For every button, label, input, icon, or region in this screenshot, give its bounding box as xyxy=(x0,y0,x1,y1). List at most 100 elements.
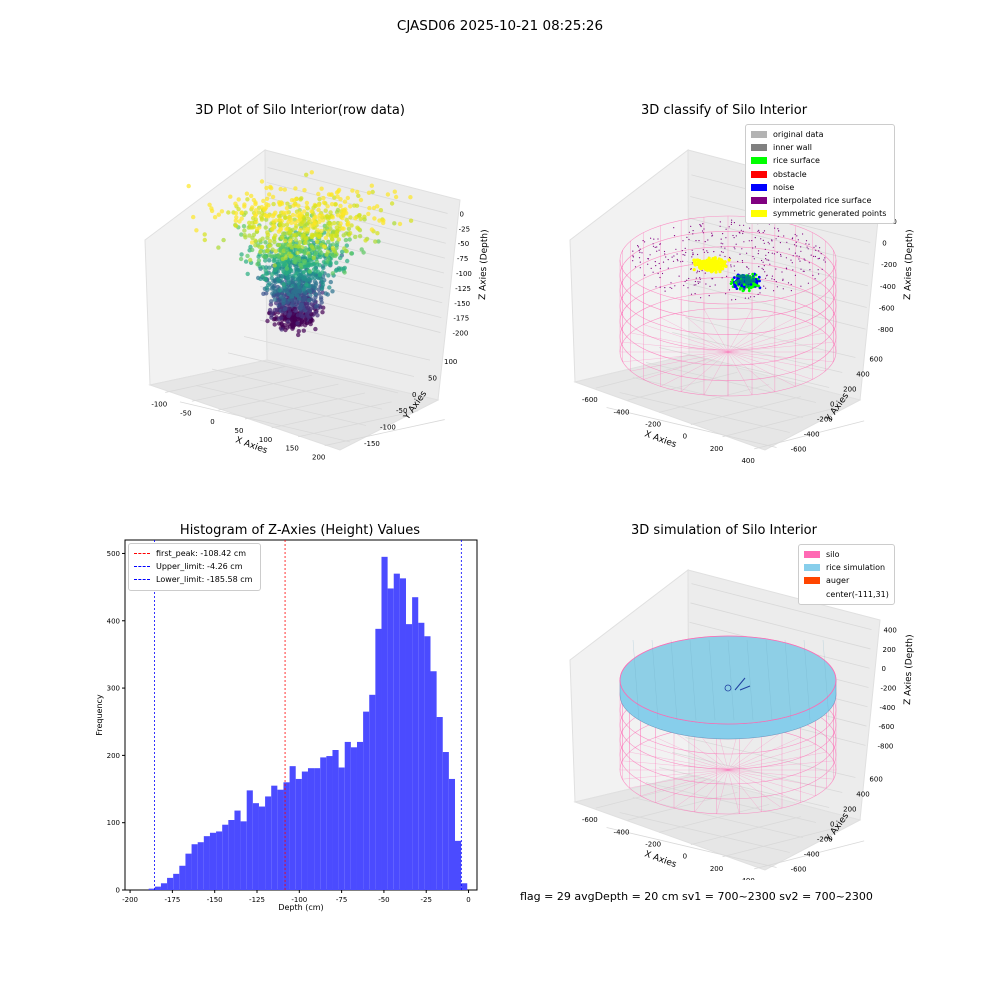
scatter-point xyxy=(313,326,318,332)
histogram-xtick-label: 0 xyxy=(466,896,470,904)
scatter-point xyxy=(302,231,307,236)
classified-point xyxy=(755,284,758,287)
interpolated-point xyxy=(740,229,742,231)
histogram-legend-entry: Lower_limit: -185.58 cm xyxy=(134,573,255,586)
legend-line-swatch xyxy=(134,566,150,568)
scatter-point xyxy=(247,233,252,238)
interpolated-point xyxy=(641,252,643,254)
histogram-bar xyxy=(160,883,168,890)
panel4-z-gridline xyxy=(690,602,871,650)
interpolated-point xyxy=(758,250,760,252)
panel1-y-tick-label: -50 xyxy=(396,407,407,415)
scatter-point xyxy=(293,225,298,231)
scatter-point xyxy=(328,210,333,215)
scatter-point xyxy=(270,214,276,219)
interpolated-point xyxy=(733,265,735,267)
scatter-point xyxy=(284,210,289,215)
scatter-point xyxy=(315,239,320,244)
interpolated-point xyxy=(776,286,778,288)
scatter-point xyxy=(280,256,285,262)
interpolated-point xyxy=(735,298,737,301)
interpolated-point xyxy=(639,248,641,250)
interpolated-point xyxy=(771,278,773,280)
scatter-point xyxy=(276,321,282,326)
scatter-point xyxy=(241,224,247,229)
interpolated-point xyxy=(637,245,639,247)
classified-point xyxy=(736,279,739,282)
silo-floor-spoke xyxy=(727,317,796,353)
scatter-point xyxy=(319,186,324,191)
scatter-point xyxy=(261,273,266,279)
panel2-z-gridline xyxy=(688,217,870,265)
classified-point xyxy=(741,282,744,285)
panel1-z-tick-label: -150 xyxy=(454,300,470,308)
interpolated-point xyxy=(750,296,752,298)
interpolated-point xyxy=(678,275,680,277)
panel2-legend-entry: interpolated rice surface xyxy=(751,194,889,207)
interpolated-point xyxy=(632,250,634,252)
silo-floor-spoke xyxy=(727,769,762,812)
interpolated-point xyxy=(647,258,649,260)
classified-point xyxy=(748,277,751,281)
scatter-point xyxy=(312,215,317,220)
interpolated-point xyxy=(692,252,694,254)
scatter-point xyxy=(344,243,349,248)
scatter-point xyxy=(276,214,282,219)
scatter-point xyxy=(288,324,293,329)
histogram-bar xyxy=(436,717,443,890)
panel1-y-gridline xyxy=(195,385,367,426)
interpolated-point xyxy=(632,256,634,258)
panel1-z-tick-label: -75 xyxy=(457,255,468,263)
interpolated-point xyxy=(764,248,766,250)
scatter-point xyxy=(277,217,282,222)
interpolated-point xyxy=(719,221,721,223)
scatter-point xyxy=(349,251,354,256)
scatter-point xyxy=(276,303,281,308)
histogram-bar xyxy=(179,865,186,890)
interpolated-point xyxy=(767,241,769,243)
panel2-x-gridline xyxy=(690,396,801,425)
interpolated-point xyxy=(792,269,794,271)
scatter-point xyxy=(336,187,342,193)
symmetric-point xyxy=(713,268,717,272)
interpolated-point xyxy=(697,281,699,283)
interpolated-point xyxy=(788,248,790,250)
scatter-point xyxy=(321,200,327,205)
legend-swatch xyxy=(751,144,767,152)
rice-mesh-line xyxy=(765,639,773,721)
scatter-point xyxy=(408,195,413,200)
scatter-point xyxy=(319,285,325,291)
scatter-point xyxy=(265,318,270,324)
interpolated-point xyxy=(823,259,825,261)
legend-label: rice surface xyxy=(773,156,820,166)
scatter-point xyxy=(378,208,384,213)
scatter-point xyxy=(297,217,303,222)
scatter-point xyxy=(277,288,283,293)
interpolated-point xyxy=(803,270,805,272)
scatter-point xyxy=(307,269,313,274)
scatter-point xyxy=(282,307,287,312)
silo-floor-spoke xyxy=(727,351,826,372)
scatter-point xyxy=(330,242,336,247)
interpolated-point xyxy=(795,245,797,247)
interpolated-point xyxy=(659,276,661,279)
interpolated-point xyxy=(814,255,816,258)
histogram-bar xyxy=(271,785,278,890)
interpolated-point xyxy=(658,262,660,265)
scatter-point xyxy=(334,260,339,265)
scatter-point xyxy=(299,265,304,270)
histogram-xtick-label: -150 xyxy=(207,896,223,904)
panel2-z-gridline xyxy=(685,282,866,330)
interpolated-point xyxy=(734,248,736,250)
scatter-point xyxy=(301,269,307,275)
scatter-point xyxy=(332,195,337,200)
scatter-point xyxy=(186,183,191,189)
interpolated-point xyxy=(665,256,667,258)
scatter-point xyxy=(191,214,196,220)
interpolated-point xyxy=(758,229,760,231)
scatter-point xyxy=(299,284,304,289)
interpolated-point xyxy=(779,242,781,244)
interpolated-point xyxy=(817,258,819,260)
interpolated-point xyxy=(694,293,696,295)
